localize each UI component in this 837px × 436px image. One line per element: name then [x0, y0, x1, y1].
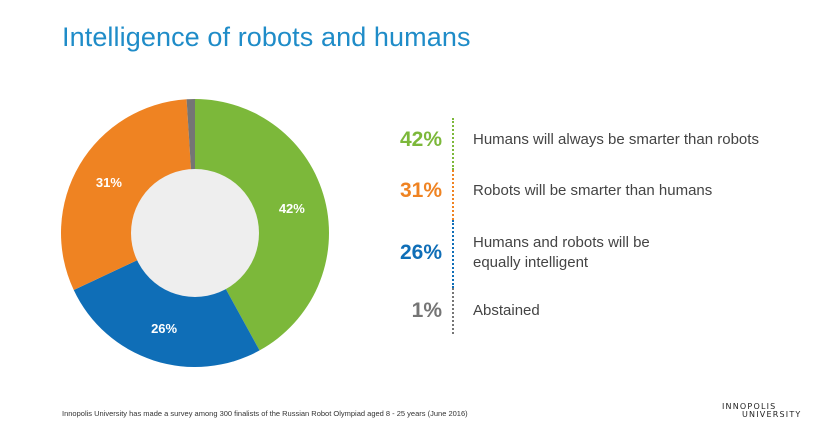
- page-title: Intelligence of robots and humans: [62, 22, 471, 52]
- innopolis-university-logo: INNOPOLIS UNIVERSITY: [722, 402, 814, 424]
- slice-data-label: 26%: [151, 321, 177, 336]
- legend-divider-green: [452, 118, 456, 170]
- legend-percent: 1%: [411, 299, 442, 322]
- slice-data-label: 31%: [96, 175, 122, 190]
- donut-slice-labels: 42% 26% 31%: [96, 175, 305, 336]
- legend-label-line: equally intelligent: [473, 254, 589, 271]
- donut-hole: [131, 169, 259, 297]
- legend-label-line: Robots will be smarter than humans: [473, 182, 713, 199]
- legend-divider-orange: [452, 170, 456, 220]
- legend-label: Humans and robots will be equally intell…: [473, 233, 650, 273]
- legend-item-humans-smarter: 42% Humans will always be smarter than r…: [380, 127, 820, 153]
- donut-slice: [73, 233, 260, 367]
- donut-slice: [61, 99, 196, 291]
- donut-slice: [195, 99, 330, 351]
- legend-percent: 42%: [399, 128, 442, 151]
- legend-label: Robots will be smarter than humans: [473, 181, 712, 201]
- legend-divider-gray: [452, 288, 456, 334]
- footnote: Innopolis University has made a survey a…: [62, 409, 468, 418]
- legend-percent: 31%: [399, 179, 442, 202]
- legend-item-equally-intelligent: 26% Humans and robots will be equally in…: [380, 234, 820, 271]
- slice-data-label: 42%: [279, 201, 305, 216]
- legend-label-line: Abstained: [473, 302, 540, 319]
- legend-label: Humans will always be smarter than robot…: [473, 130, 759, 150]
- legend-label: Abstained: [473, 301, 540, 321]
- logo-text-line1: INNOPOLIS: [722, 402, 777, 411]
- legend-label-line: Humans and robots will be: [473, 234, 650, 251]
- donut-slices: [61, 99, 330, 367]
- legend-item-abstained: 1% Abstained: [380, 298, 820, 324]
- legend-divider-blue: [452, 220, 456, 288]
- legend-label-line: Humans will always be smarter than robot…: [473, 131, 759, 148]
- donut-slice: [186, 99, 195, 233]
- legend-percent: 26%: [399, 241, 442, 264]
- legend-item-robots-smarter: 31% Robots will be smarter than humans: [380, 178, 820, 204]
- logo-text-line2: UNIVERSITY: [742, 410, 802, 419]
